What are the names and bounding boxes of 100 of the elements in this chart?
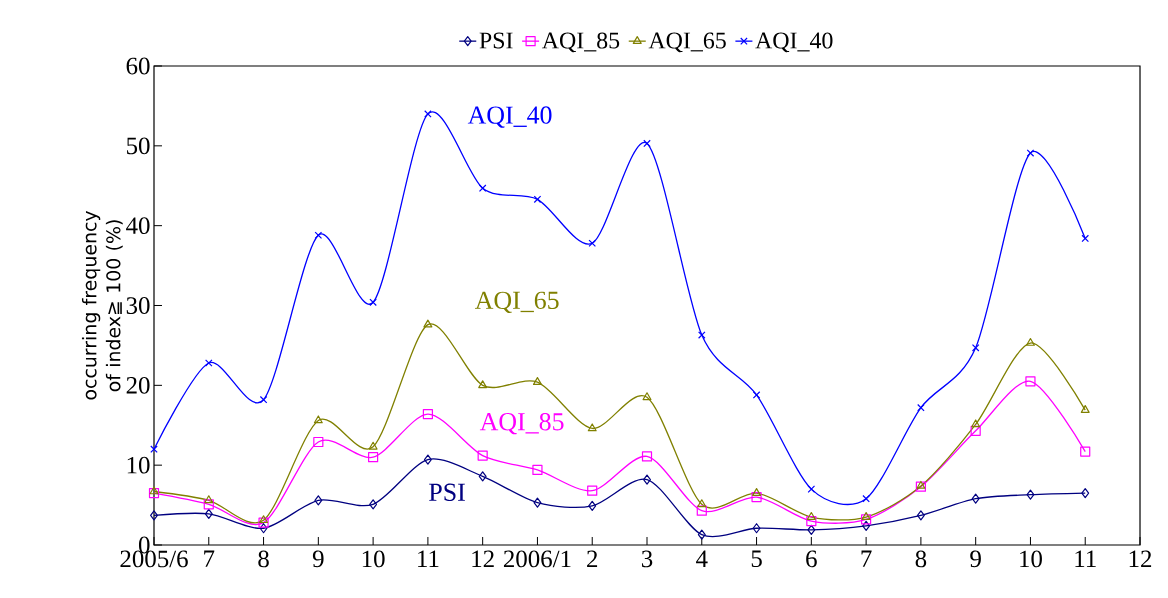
y-tick-label: 40 bbox=[126, 217, 150, 235]
y-tick-label: 20 bbox=[126, 376, 150, 394]
point bbox=[752, 523, 761, 534]
point bbox=[259, 523, 268, 534]
point bbox=[752, 391, 761, 399]
point bbox=[751, 492, 762, 503]
point bbox=[807, 485, 816, 493]
point bbox=[203, 499, 214, 510]
y-tick-label: 50 bbox=[127, 137, 150, 155]
point bbox=[204, 359, 213, 367]
point bbox=[862, 494, 870, 503]
point bbox=[313, 415, 323, 424]
x-tick-label: 9 bbox=[312, 550, 324, 568]
point bbox=[1026, 149, 1035, 157]
x-tick-label: 4 bbox=[696, 550, 708, 567]
x-tick-label: 9 bbox=[970, 550, 981, 568]
point bbox=[313, 436, 324, 448]
point bbox=[861, 511, 871, 520]
point bbox=[643, 474, 651, 485]
point bbox=[1025, 376, 1036, 387]
point bbox=[1026, 489, 1035, 500]
point bbox=[861, 514, 872, 525]
point bbox=[533, 195, 542, 204]
point bbox=[971, 344, 980, 352]
annotation: AQI_40 bbox=[467, 106, 552, 128]
point bbox=[917, 403, 925, 412]
point bbox=[424, 110, 432, 118]
annotation: AQI_65 bbox=[474, 291, 559, 313]
point bbox=[587, 423, 597, 432]
point bbox=[642, 392, 652, 401]
y-tick-label: 30 bbox=[126, 297, 150, 314]
point bbox=[477, 450, 488, 461]
x-tick-label: 11 bbox=[1075, 550, 1096, 567]
point bbox=[532, 464, 543, 476]
point bbox=[314, 495, 323, 506]
point bbox=[204, 508, 213, 519]
point bbox=[916, 510, 925, 521]
x-tick-label: 5 bbox=[751, 550, 762, 568]
point bbox=[150, 445, 158, 453]
point bbox=[641, 451, 653, 462]
point bbox=[478, 471, 487, 482]
y-tick-label: 10 bbox=[127, 456, 150, 474]
point bbox=[1081, 234, 1090, 243]
y-axis-title: occurring frequency of index≧ 100 (%) bbox=[81, 210, 123, 400]
point bbox=[368, 441, 378, 450]
y-tick-label: 60 bbox=[126, 57, 150, 75]
point bbox=[478, 184, 487, 192]
x-tick-label: 6 bbox=[806, 550, 817, 568]
point bbox=[697, 499, 707, 508]
point bbox=[971, 493, 980, 504]
legend-label: PSI bbox=[479, 32, 513, 49]
point bbox=[533, 497, 542, 508]
point bbox=[369, 298, 377, 307]
x-tick-label: 10 bbox=[362, 550, 385, 568]
legend-label: AQI_85 bbox=[541, 32, 620, 53]
x-tick-label: 12 bbox=[1129, 550, 1152, 568]
point bbox=[259, 515, 269, 524]
x-tick-label: 8 bbox=[915, 550, 927, 568]
x-tick-label: 11 bbox=[418, 550, 439, 567]
legend-label: AQI_65 bbox=[648, 32, 726, 53]
point bbox=[1080, 446, 1091, 457]
point bbox=[587, 485, 598, 496]
point bbox=[862, 520, 871, 531]
point bbox=[971, 419, 981, 428]
x-tick-label: 3 bbox=[641, 550, 653, 568]
point bbox=[204, 495, 214, 504]
x-tick-label: 7 bbox=[204, 550, 215, 567]
point bbox=[1080, 404, 1090, 413]
point bbox=[588, 500, 597, 511]
point bbox=[423, 319, 433, 328]
point bbox=[422, 408, 433, 420]
point bbox=[806, 511, 816, 520]
point bbox=[806, 515, 817, 527]
x-tick-label: 12 bbox=[472, 550, 494, 568]
point bbox=[697, 529, 706, 540]
point bbox=[532, 377, 542, 385]
point bbox=[423, 454, 432, 465]
x-tick-label: 2 bbox=[587, 550, 598, 568]
point bbox=[696, 505, 707, 516]
point bbox=[148, 488, 160, 499]
annotation: AQI_85 bbox=[479, 412, 564, 435]
legend-label: AQI_40 bbox=[755, 32, 833, 53]
x-tick-label: 10 bbox=[1020, 550, 1042, 568]
x-tick-label: 8 bbox=[258, 550, 269, 568]
point bbox=[1025, 337, 1035, 346]
point bbox=[259, 395, 268, 404]
point bbox=[807, 524, 816, 535]
x-tick-label: 2006/1 bbox=[503, 550, 571, 568]
point bbox=[150, 510, 158, 521]
x-tick-label: 7 bbox=[861, 550, 872, 567]
point bbox=[369, 499, 378, 510]
annotation: PSI bbox=[429, 483, 465, 502]
point bbox=[368, 452, 379, 463]
point bbox=[258, 517, 269, 528]
point bbox=[478, 380, 488, 389]
point bbox=[1081, 488, 1090, 499]
point bbox=[149, 486, 159, 495]
point bbox=[752, 488, 762, 496]
point bbox=[643, 139, 651, 148]
point bbox=[698, 331, 706, 339]
